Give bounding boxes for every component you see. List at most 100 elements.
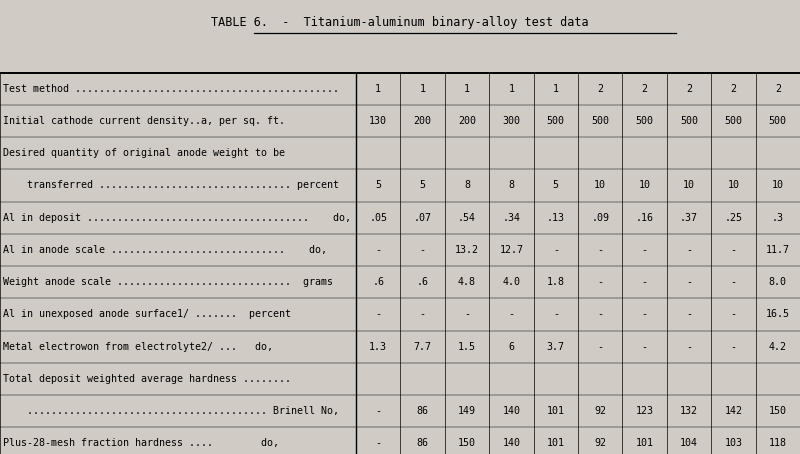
Text: Al in deposit .....................................    do,: Al in deposit ..........................… <box>3 212 351 223</box>
Text: -: - <box>642 309 648 320</box>
Text: 4.0: 4.0 <box>502 277 520 287</box>
Text: 500: 500 <box>680 116 698 126</box>
Text: 1: 1 <box>464 84 470 94</box>
Text: 1.5: 1.5 <box>458 341 476 352</box>
Text: -: - <box>686 245 692 255</box>
Text: -: - <box>642 245 648 255</box>
Text: 1: 1 <box>375 84 381 94</box>
Text: -: - <box>597 245 603 255</box>
Text: -: - <box>730 309 736 320</box>
Text: 1: 1 <box>509 84 514 94</box>
Text: .25: .25 <box>725 212 742 223</box>
Text: -: - <box>597 277 603 287</box>
Text: -: - <box>420 309 426 320</box>
Text: 10: 10 <box>772 180 784 191</box>
Text: 140: 140 <box>502 406 520 416</box>
Text: 300: 300 <box>502 116 520 126</box>
Text: Test method ............................................: Test method ............................… <box>3 84 339 94</box>
Text: 103: 103 <box>725 438 742 449</box>
Text: .37: .37 <box>680 212 698 223</box>
Text: 13.2: 13.2 <box>455 245 479 255</box>
Text: .6: .6 <box>417 277 429 287</box>
Text: 200: 200 <box>458 116 476 126</box>
Text: 2: 2 <box>686 84 692 94</box>
Text: -: - <box>686 277 692 287</box>
Text: Plus-28-mesh fraction hardness ....        do,: Plus-28-mesh fraction hardness .... do, <box>3 438 279 449</box>
Text: 10: 10 <box>727 180 739 191</box>
Text: 140: 140 <box>502 438 520 449</box>
Text: TABLE 6.  -  Titanium-aluminum binary-alloy test data: TABLE 6. - Titanium-aluminum binary-allo… <box>211 16 589 29</box>
Text: 132: 132 <box>680 406 698 416</box>
Text: 4.2: 4.2 <box>769 341 787 352</box>
Text: 2: 2 <box>775 84 781 94</box>
Text: -: - <box>597 309 603 320</box>
Text: -: - <box>509 309 514 320</box>
Text: 4.8: 4.8 <box>458 277 476 287</box>
Text: -: - <box>642 341 648 352</box>
Text: .13: .13 <box>547 212 565 223</box>
Text: -: - <box>553 245 558 255</box>
Text: 500: 500 <box>769 116 787 126</box>
Text: transferred ................................ percent: transferred ............................… <box>3 180 339 191</box>
Text: 101: 101 <box>636 438 654 449</box>
Text: 500: 500 <box>591 116 610 126</box>
Text: .6: .6 <box>372 277 384 287</box>
Text: 8: 8 <box>509 180 514 191</box>
Text: -: - <box>730 341 736 352</box>
Text: 200: 200 <box>414 116 432 126</box>
Text: 92: 92 <box>594 406 606 416</box>
Text: Weight anode scale .............................  grams: Weight anode scale .....................… <box>3 277 333 287</box>
Text: -: - <box>420 245 426 255</box>
Text: 11.7: 11.7 <box>766 245 790 255</box>
Text: 1: 1 <box>553 84 558 94</box>
Text: 1.8: 1.8 <box>547 277 565 287</box>
Text: -: - <box>597 341 603 352</box>
Text: 8.0: 8.0 <box>769 277 787 287</box>
Text: -: - <box>375 245 381 255</box>
Text: 130: 130 <box>370 116 387 126</box>
Text: 101: 101 <box>547 406 565 416</box>
Text: Al in anode scale .............................    do,: Al in anode scale ......................… <box>3 245 327 255</box>
Text: 86: 86 <box>417 406 429 416</box>
Text: Metal electrowon from electrolyte2/ ...   do,: Metal electrowon from electrolyte2/ ... … <box>3 341 273 352</box>
Text: 123: 123 <box>636 406 654 416</box>
Text: 86: 86 <box>417 438 429 449</box>
Text: .16: .16 <box>636 212 654 223</box>
Text: 101: 101 <box>547 438 565 449</box>
Text: 1: 1 <box>420 84 426 94</box>
Text: .07: .07 <box>414 212 432 223</box>
Text: -: - <box>686 341 692 352</box>
Text: 6: 6 <box>509 341 514 352</box>
Text: 1.3: 1.3 <box>370 341 387 352</box>
Text: 142: 142 <box>725 406 742 416</box>
Text: -: - <box>375 309 381 320</box>
Text: 500: 500 <box>725 116 742 126</box>
Text: .05: .05 <box>370 212 387 223</box>
Text: -: - <box>730 277 736 287</box>
Text: -: - <box>642 277 648 287</box>
Text: -: - <box>375 406 381 416</box>
Text: 10: 10 <box>638 180 650 191</box>
Text: 7.7: 7.7 <box>414 341 432 352</box>
Text: -: - <box>375 438 381 449</box>
Text: .54: .54 <box>458 212 476 223</box>
Text: 10: 10 <box>594 180 606 191</box>
Text: -: - <box>553 309 558 320</box>
Text: -: - <box>464 309 470 320</box>
Text: -: - <box>730 245 736 255</box>
Text: 3.7: 3.7 <box>547 341 565 352</box>
Text: -: - <box>686 309 692 320</box>
Text: 104: 104 <box>680 438 698 449</box>
Text: 92: 92 <box>594 438 606 449</box>
Text: ........................................ Brinell No,: ........................................… <box>3 406 339 416</box>
Text: Desired quantity of original anode weight to be: Desired quantity of original anode weigh… <box>3 148 285 158</box>
Text: .34: .34 <box>502 212 520 223</box>
Text: 150: 150 <box>769 406 787 416</box>
Text: 8: 8 <box>464 180 470 191</box>
Text: 500: 500 <box>547 116 565 126</box>
Text: Al in unexposed anode surface1/ .......  percent: Al in unexposed anode surface1/ ....... … <box>3 309 291 320</box>
Text: 150: 150 <box>458 438 476 449</box>
Text: .3: .3 <box>772 212 784 223</box>
Text: .09: .09 <box>591 212 610 223</box>
Text: 500: 500 <box>636 116 654 126</box>
